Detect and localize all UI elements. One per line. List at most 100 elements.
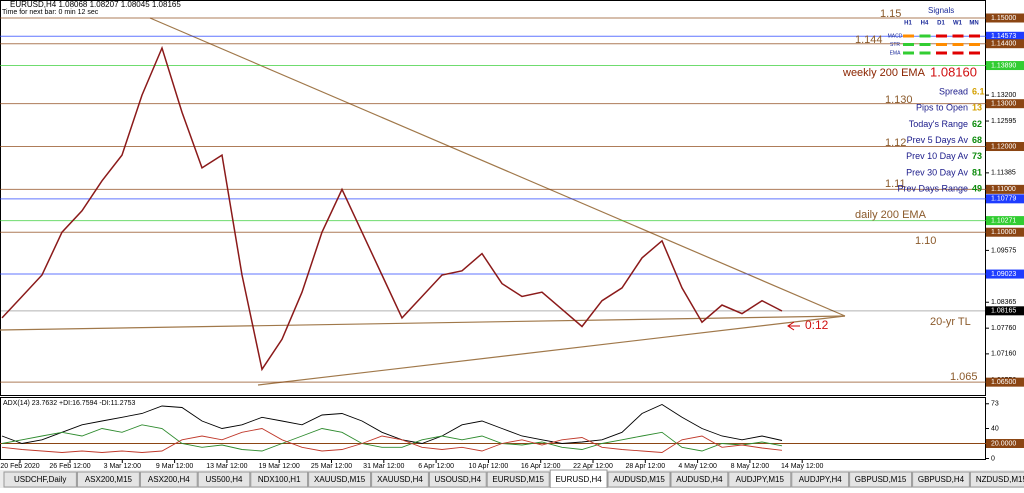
signal-dash bbox=[969, 43, 980, 46]
annotation: 1.12 bbox=[885, 137, 906, 149]
tab-label[interactable]: NDX100,H1 bbox=[258, 475, 301, 484]
level-label: 1.13890 bbox=[991, 62, 1016, 69]
signal-dash bbox=[919, 34, 931, 38]
annotation: 1.144 bbox=[855, 34, 883, 46]
info-value: 49 bbox=[972, 184, 982, 194]
level-box bbox=[986, 31, 1024, 41]
tab-label[interactable]: ASX200,H4 bbox=[148, 475, 190, 484]
tab[interactable] bbox=[250, 471, 309, 488]
signal-dash bbox=[903, 34, 914, 38]
tab[interactable] bbox=[969, 471, 1024, 488]
tab[interactable] bbox=[912, 471, 970, 488]
tab[interactable] bbox=[728, 471, 792, 488]
signal-dash bbox=[952, 34, 964, 38]
y-tick-label: 1.08365 bbox=[991, 299, 1016, 306]
adx-tick-label: 40 bbox=[991, 425, 999, 432]
tab-label[interactable]: XAUUSD,M15 bbox=[314, 475, 366, 484]
trend-line bbox=[0, 315, 846, 331]
x-tick-label: 9 Mar 12:00 bbox=[156, 463, 193, 470]
x-tick-label: 14 May 12:00 bbox=[781, 463, 824, 470]
annotation: daily 200 EMA bbox=[855, 209, 927, 221]
x-tick-label: 4 May 12:00 bbox=[678, 463, 717, 470]
level-box bbox=[986, 61, 1024, 71]
tab[interactable] bbox=[197, 471, 251, 488]
signals-col: H1 bbox=[904, 21, 912, 27]
tab-label[interactable]: AUDUSD,H4 bbox=[676, 475, 723, 484]
level-box bbox=[986, 184, 1024, 194]
tab[interactable] bbox=[3, 471, 77, 488]
tab-label[interactable]: ASX200,M15 bbox=[85, 475, 133, 484]
tab[interactable] bbox=[607, 471, 671, 488]
x-tick-label: 28 Apr 12:00 bbox=[625, 463, 665, 470]
x-tick-label: 16 Apr 12:00 bbox=[521, 463, 561, 470]
signals-row: STR bbox=[890, 42, 900, 48]
tab[interactable] bbox=[76, 471, 140, 488]
level-box bbox=[986, 306, 1024, 316]
tab[interactable] bbox=[308, 471, 372, 488]
level-label: 1.14573 bbox=[991, 33, 1016, 40]
adx-title: ADX(14) 23.7632 +DI:16.7594 -DI:11.2753 bbox=[3, 400, 135, 407]
annotation: 1.08160 bbox=[930, 64, 977, 79]
info-value: 13 bbox=[972, 103, 982, 113]
tab-label[interactable]: EURUSD,M15 bbox=[492, 475, 544, 484]
main-frame bbox=[0, 0, 986, 396]
x-tick-label: 25 Mar 12:00 bbox=[311, 463, 352, 470]
tab-label[interactable]: AUDUSD,M15 bbox=[613, 475, 665, 484]
level-label: 1.06500 bbox=[991, 379, 1016, 386]
adx-tick-label: 73 bbox=[991, 401, 999, 408]
level-box bbox=[986, 216, 1024, 226]
signal-dash bbox=[903, 43, 914, 46]
y-tick-label: 1.07760 bbox=[991, 325, 1016, 332]
level-label: 1.08165 bbox=[991, 308, 1016, 315]
info-value: 68 bbox=[972, 135, 982, 145]
info-value: 81 bbox=[972, 167, 982, 177]
signals-col: D1 bbox=[937, 21, 945, 27]
annotation: weekly 200 EMA bbox=[842, 67, 926, 79]
tab[interactable] bbox=[849, 471, 913, 488]
signals-title: Signals bbox=[928, 6, 954, 15]
tab-label[interactable]: NZDUSD,M15 bbox=[976, 475, 1024, 484]
adx-tick-label: 0 bbox=[991, 455, 995, 462]
level-label: 1.10271 bbox=[991, 217, 1016, 224]
signal-dash bbox=[936, 43, 947, 46]
annotation: 1.130 bbox=[885, 94, 913, 106]
signal-dash bbox=[919, 43, 931, 46]
level-box bbox=[986, 99, 1024, 109]
signals-col: W1 bbox=[953, 21, 963, 27]
annotation: 1.15 bbox=[880, 8, 901, 20]
tab-label[interactable]: EURUSD,H4 bbox=[555, 475, 602, 484]
x-tick-label: 13 Mar 12:00 bbox=[206, 463, 247, 470]
x-tick-label: 31 Mar 12:00 bbox=[363, 463, 404, 470]
trend-line bbox=[149, 17, 846, 317]
tab-label[interactable]: GBPUSD,M15 bbox=[855, 475, 907, 484]
tab-label[interactable]: XAUUSD,H4 bbox=[377, 475, 423, 484]
tab[interactable] bbox=[486, 471, 550, 488]
level-box bbox=[986, 13, 1024, 23]
signal-dash bbox=[903, 51, 914, 55]
tab[interactable] bbox=[670, 471, 729, 488]
chart-header: EURUSD,H4 1.08068 1.08207 1.08045 1.0816… bbox=[10, 0, 181, 9]
annotation: 20-yr TL bbox=[930, 316, 971, 328]
tab-label[interactable]: US500,H4 bbox=[206, 475, 243, 484]
signals-row: EMA bbox=[890, 50, 902, 56]
adx-frame bbox=[0, 397, 986, 460]
tab-label[interactable]: USOUSD,H4 bbox=[434, 475, 481, 484]
x-tick-label: 10 Apr 12:00 bbox=[469, 463, 509, 470]
level-label: 1.11000 bbox=[991, 186, 1016, 193]
tab[interactable] bbox=[139, 471, 198, 488]
signal-dash bbox=[952, 43, 964, 46]
x-tick-label: 6 Apr 12:00 bbox=[418, 463, 454, 470]
adx-line bbox=[1, 428, 783, 453]
info-label: Prev 5 Days Av bbox=[907, 135, 969, 145]
info-label: Today's Range bbox=[909, 119, 968, 129]
tab-label[interactable]: USDCHF,Daily bbox=[14, 475, 66, 484]
tab-label[interactable]: AUDJPY,M15 bbox=[736, 475, 785, 484]
annotation: 1.11 bbox=[885, 178, 906, 190]
tab[interactable] bbox=[428, 471, 487, 488]
adx-line bbox=[1, 424, 783, 452]
tab-label[interactable]: AUDJPY,H4 bbox=[799, 475, 843, 484]
tab[interactable] bbox=[791, 471, 850, 488]
tab[interactable] bbox=[371, 471, 429, 488]
tab-label[interactable]: GBPUSD,H4 bbox=[918, 475, 965, 484]
